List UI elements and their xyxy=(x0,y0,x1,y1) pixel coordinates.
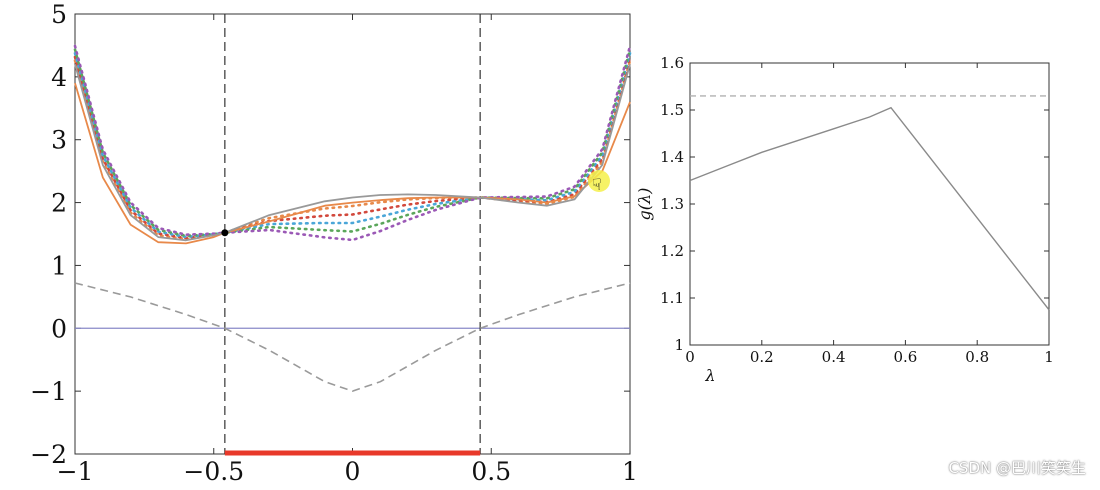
left-y-tick-label: 0 xyxy=(51,314,67,343)
left-y-tick-label: −2 xyxy=(30,440,67,469)
left-x-tick-label: 1 xyxy=(622,457,638,486)
right-x-tick-label: 0.8 xyxy=(965,348,989,366)
right-x-axis-label: λ xyxy=(704,366,715,385)
left-y-tick-label: 5 xyxy=(51,0,67,29)
watermark: CSDN @巴川笑笑生 xyxy=(948,459,1086,477)
right-chart: 0 0.2 0.4 0.6 0.8 1 1 1.1 1.2 1.3 1.4 1.5 1.6 λ g(λ) xyxy=(635,54,1054,385)
right-y-tick-label: 1 xyxy=(674,336,684,354)
right-y-tick-label: 1.6 xyxy=(660,54,684,72)
left-y-tick-label: 1 xyxy=(51,251,67,280)
objective-curve xyxy=(74,64,631,242)
left-y-tick-label: 3 xyxy=(51,126,67,155)
left-plot-frame xyxy=(74,13,631,455)
left-y-tick-label: 4 xyxy=(51,63,67,92)
left-x-tick-label: −1 xyxy=(57,457,94,486)
right-y-tick-label: 1.4 xyxy=(660,148,684,166)
lagrangian-dotted-curve xyxy=(73,59,632,241)
left-x-tick-label: 0.5 xyxy=(471,457,511,486)
lagrangian-dotted-curve xyxy=(73,55,632,240)
right-x-tick-label: 0 xyxy=(685,348,695,366)
lagrangian-dotted-curve xyxy=(73,44,632,242)
lagrangian-dotted-curve xyxy=(73,48,632,238)
left-x-tick-label: 0 xyxy=(345,457,361,486)
left-y-tick-label: 2 xyxy=(51,189,67,218)
constraint-curve xyxy=(74,282,631,392)
right-y-tick-label: 1.5 xyxy=(660,101,684,119)
dual-function-curve xyxy=(689,106,1050,311)
right-x-tick-label: 0.4 xyxy=(822,348,846,366)
left-x-tick-label: −0.5 xyxy=(183,457,244,486)
cursor-highlight xyxy=(588,170,610,192)
right-y-axis-label: g(λ) xyxy=(635,188,654,221)
right-x-tick-label: 0.2 xyxy=(750,348,774,366)
right-y-tick-label: 1.2 xyxy=(660,242,684,260)
right-x-tick-label: 1 xyxy=(1044,348,1054,366)
lower-bound-curve xyxy=(74,82,631,245)
lagrangian-dotted-curve xyxy=(73,51,632,239)
right-x-tick-label: 0.6 xyxy=(893,348,917,366)
right-plot-frame xyxy=(689,62,1050,346)
right-y-tick-label: 1.1 xyxy=(660,289,684,307)
optimum-point xyxy=(221,229,229,237)
left-y-tick-label: −1 xyxy=(30,377,67,406)
hand-cursor-icon: ☟ xyxy=(592,175,602,194)
right-y-tick-label: 1.3 xyxy=(660,195,684,213)
